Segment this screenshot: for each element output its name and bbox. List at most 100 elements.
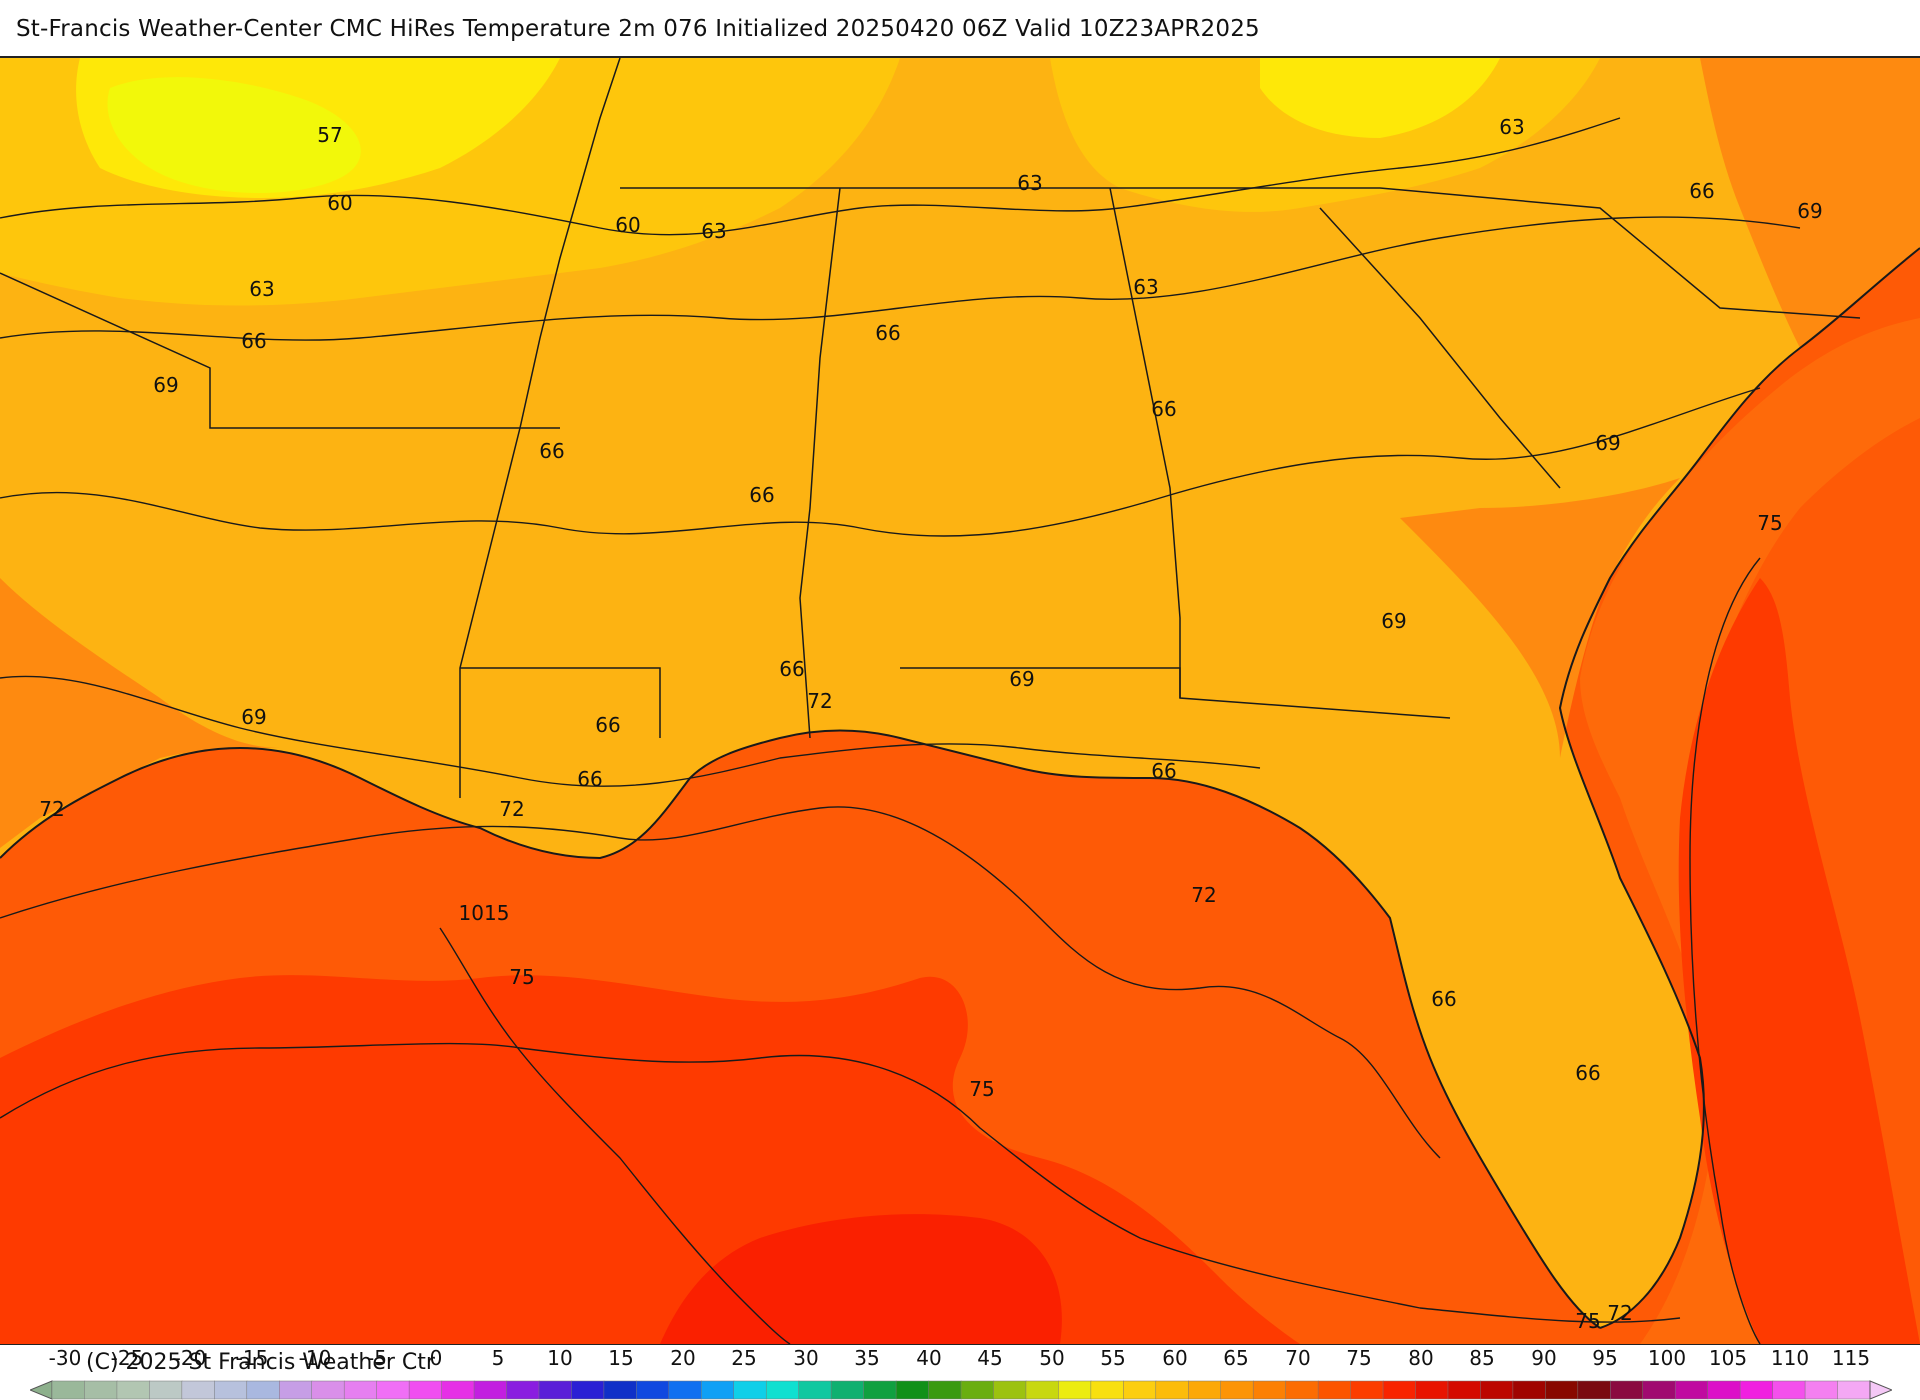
colorbar-cell <box>1025 1380 1060 1400</box>
contour-label: 57 <box>317 123 342 147</box>
scale-label: 100 <box>1647 1346 1687 1370</box>
contour-label: 69 <box>153 373 178 397</box>
scale-label: 45 <box>977 1346 1003 1370</box>
contour-label: 66 <box>539 439 564 463</box>
colorbar-cell <box>1707 1380 1741 1400</box>
colorbar-cell <box>1220 1380 1254 1400</box>
colorbar-arrow-low <box>30 1380 53 1400</box>
state-border-ms-al <box>799 187 841 739</box>
contour-label: 60 <box>615 213 640 237</box>
contour-label: 75 <box>1757 511 1782 535</box>
colorbar-cell <box>116 1380 151 1400</box>
land-cold-northeast <box>1260 58 1500 138</box>
scale-label: 70 <box>1285 1346 1311 1370</box>
colorbar-cell <box>993 1380 1027 1400</box>
contour-label: 66 <box>1689 179 1714 203</box>
land-coldest-north <box>107 77 361 193</box>
colorbar-cell <box>1610 1380 1644 1400</box>
state-border-mississippi-river <box>459 58 621 798</box>
colorbar-cell <box>571 1380 605 1400</box>
isotherm-75 <box>0 1042 1681 1323</box>
colorbar-cell <box>1447 1380 1482 1400</box>
contour-label: 66 <box>595 713 620 737</box>
state-border-ga-sc <box>1319 207 1561 489</box>
contour-label: 69 <box>1381 609 1406 633</box>
colorbar-cell <box>473 1380 508 1400</box>
colorbar-cell <box>1577 1380 1612 1400</box>
scale-label: 50 <box>1039 1346 1065 1370</box>
colorbar-cell <box>1188 1380 1222 1400</box>
contour-label: 69 <box>1009 667 1034 691</box>
isotherm-66 <box>0 387 1761 537</box>
colorbar-cell <box>1317 1380 1352 1400</box>
scale-label: 40 <box>916 1346 942 1370</box>
scale-label: 90 <box>1531 1346 1557 1370</box>
map-title: St-Francis Weather-Center CMC HiRes Temp… <box>16 16 1260 42</box>
colorbar-cell <box>1480 1380 1514 1400</box>
scale-label: 20 <box>670 1346 696 1370</box>
colorbar-cell <box>1382 1380 1417 1400</box>
contour-label: 69 <box>1797 199 1822 223</box>
state-border-fl-north <box>900 667 1451 719</box>
colorbar-cell <box>1804 1380 1839 1400</box>
coastal-warm-west <box>0 578 280 848</box>
contour-label: 66 <box>241 329 266 353</box>
colorbar-cell <box>1674 1380 1709 1400</box>
scale-label: -20 <box>173 1346 207 1370</box>
atlantic-hot <box>1678 578 1920 1344</box>
scale-label: 60 <box>1162 1346 1188 1370</box>
scale-label: 30 <box>793 1346 819 1370</box>
scale-label: 0 <box>429 1346 443 1370</box>
contour-label: 75 <box>509 965 534 989</box>
isotherm-60 <box>0 117 1621 236</box>
isotherms <box>0 117 1801 1344</box>
colorbar-cell <box>1155 1380 1190 1400</box>
copyright: (C) 2025 St Francis Weather Ctr <box>86 1350 435 1375</box>
colorbar-cell <box>928 1380 962 1400</box>
colorbar-cell <box>408 1380 443 1400</box>
scale-label: 55 <box>1100 1346 1126 1370</box>
colorbar-cell <box>636 1380 670 1400</box>
state-border-tx-ok <box>0 272 560 429</box>
contour-label: 66 <box>875 321 900 345</box>
contour-label: 72 <box>1191 883 1216 907</box>
gulf-coastline <box>0 729 1601 1329</box>
colorbar-cell <box>733 1380 767 1400</box>
scale-label: -10 <box>298 1346 332 1370</box>
colorbar-cell <box>311 1380 345 1400</box>
colorbar-cell <box>1058 1380 1092 1400</box>
colorbar-cell <box>1837 1380 1871 1400</box>
colorbar-cell <box>51 1380 86 1400</box>
atlantic-coastline <box>1558 247 1920 1329</box>
scale-label: -25 <box>110 1346 144 1370</box>
colorbar-cell <box>1642 1380 1676 1400</box>
colorbar-cell <box>1545 1380 1579 1400</box>
contour-label: 1015 <box>459 901 510 925</box>
colorbar-cell <box>1252 1380 1287 1400</box>
contour-label: 63 <box>1133 275 1158 299</box>
contour-label: 75 <box>969 1077 994 1101</box>
scale-label: 85 <box>1469 1346 1495 1370</box>
colorbar-cell <box>84 1380 118 1400</box>
colorbar-cell <box>798 1380 832 1400</box>
colorbar-cell <box>279 1380 313 1400</box>
scale-label: -15 <box>235 1346 269 1370</box>
contour-label: 66 <box>1431 987 1456 1011</box>
contour-label: 63 <box>1017 171 1042 195</box>
contour-label: 75 <box>1575 1309 1600 1333</box>
isotherm-63 <box>0 216 1801 341</box>
colorbar-cell <box>1772 1380 1806 1400</box>
colorbar-cell <box>376 1380 410 1400</box>
colorbar-cell <box>214 1380 248 1400</box>
colorbar-cell <box>149 1380 183 1400</box>
contour-label: 66 <box>749 483 774 507</box>
contour-label: 63 <box>701 219 726 243</box>
isotherm-75-atlantic <box>1689 557 1761 1344</box>
scale-label: 95 <box>1592 1346 1618 1370</box>
scale-label: -30 <box>48 1346 82 1370</box>
contour-label: 63 <box>1499 115 1524 139</box>
colorbar-arrow-high <box>1869 1380 1892 1400</box>
contour-label: 60 <box>327 191 352 215</box>
temperature-map: 57 60 60 63 63 63 63 63 66 66 69 66 66 6… <box>0 56 1920 1345</box>
colorbar-cell <box>830 1380 865 1400</box>
